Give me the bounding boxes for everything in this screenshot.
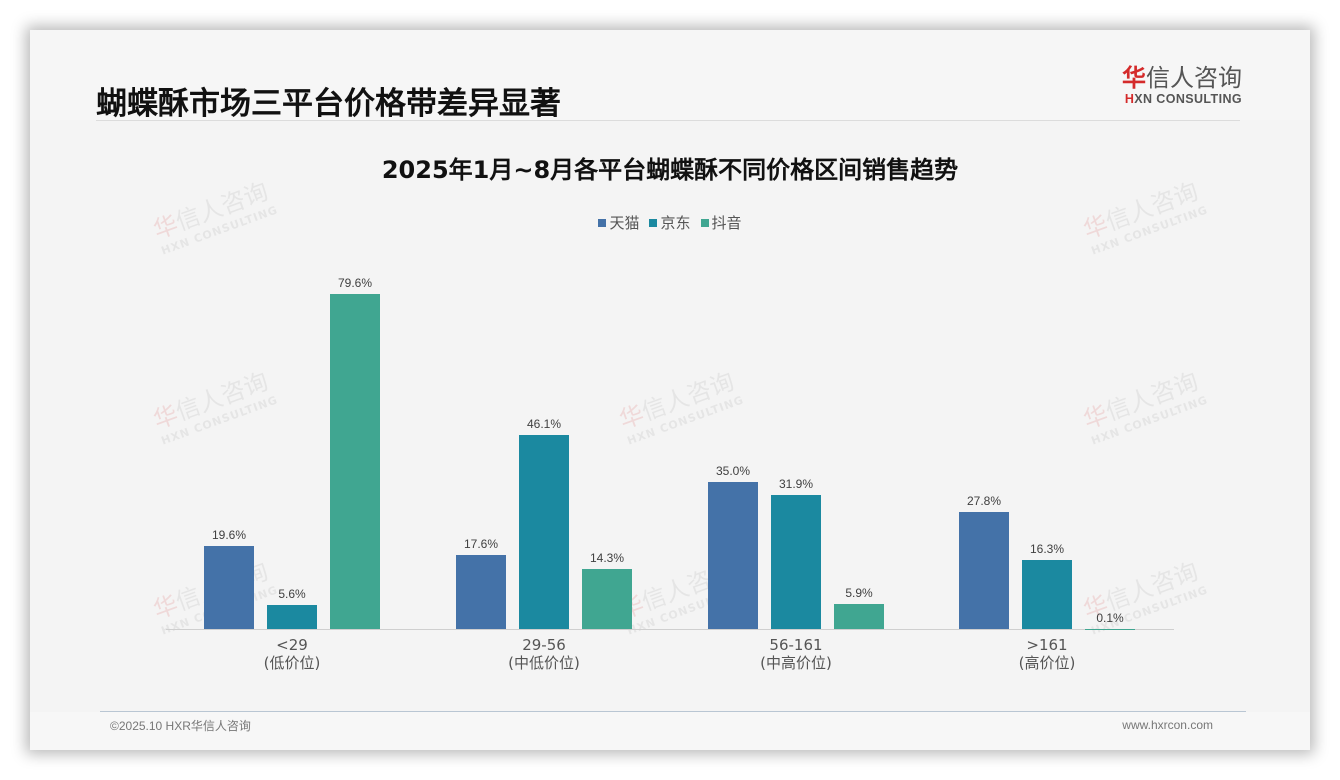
x-axis-category-label: <29 (低价位) [192,636,392,672]
category-tier: (中低价位) [508,654,580,672]
slide: 蝴蝶酥市场三平台价格带差异显著 华信人咨询 HXN CONSULTING 华信人… [30,30,1310,750]
data-label: 5.6% [278,587,306,602]
legend-swatch-icon [700,218,709,227]
logo-cn: 华信人咨询 [1112,64,1242,92]
footer-divider [100,711,1246,712]
footer-copyright: ©2025.10 HXR华信人咨询 [110,719,251,733]
data-label: 17.6% [463,536,499,551]
x-axis-category-label: 56-161 (中高价位) [696,636,896,672]
data-label: 16.3% [1029,542,1065,557]
logo-cn-rest: 信人咨询 [1146,64,1242,92]
legend-swatch-icon [598,218,607,227]
bar[interactable] [708,481,758,629]
category-tier: (高价位) [1018,654,1076,672]
legend-label: 天猫 [609,214,640,232]
data-label: 19.6% [211,528,247,543]
data-label: 5.9% [845,586,873,601]
data-label: 79.6% [337,275,373,290]
category-tier: (低价位) [263,654,321,672]
data-label: 46.1% [526,416,562,431]
footer-band [30,712,1310,750]
legend-item[interactable]: 天猫 [598,212,639,233]
bar[interactable] [330,293,380,629]
x-axis-category-label: 29-56 (中低价位) [444,636,644,672]
chart-title: 2025年1月~8月各平台蝴蝶酥不同价格区间销售趋势 [381,156,959,184]
logo-cn-first: 华 [1122,64,1146,92]
category-range: >161 [1026,636,1068,654]
x-axis-category-label: >161 (高价位) [947,636,1147,672]
data-label: 0.1% [1096,610,1124,625]
title-divider [96,120,1240,121]
data-label: 35.0% [715,463,751,478]
legend-swatch-icon [649,218,658,227]
chart-legend: 天猫 京东 抖音 [30,212,1310,233]
footer-website[interactable]: www.hxrcon.com [1122,718,1213,732]
bar[interactable] [204,546,254,629]
legend-label: 京东 [660,214,691,232]
x-axis-line [166,629,1174,630]
bar-chart-plot: 19.6% 5.6% 79.6% 17.6% 46.1% 14.3% 35.0% 31.9% 5… [166,260,1174,630]
bar[interactable] [267,605,317,629]
data-label: 27.8% [966,493,1002,508]
category-range: 56-161 [769,636,823,654]
company-logo: 华信人咨询 HXN CONSULTING [1112,64,1242,106]
category-range: <29 [276,636,308,654]
logo-en-first: H [1124,92,1135,106]
category-range: 29-56 [522,636,566,654]
logo-en: HXN CONSULTING [1112,92,1242,106]
header-band [30,30,1310,120]
logo-en-rest: XN CONSULTING [1134,92,1242,106]
bar[interactable] [582,568,632,629]
bar[interactable] [1022,560,1072,629]
bar[interactable] [771,494,821,629]
bar[interactable] [519,434,569,629]
legend-item[interactable]: 抖音 [700,212,742,233]
category-tier: (中高价位) [760,654,832,672]
bar[interactable] [456,554,506,629]
data-label: 14.3% [589,550,625,565]
bar[interactable] [834,604,884,629]
data-label: 31.9% [778,476,814,491]
legend-label: 抖音 [711,214,742,232]
bar[interactable] [959,511,1009,629]
page-title: 蝴蝶酥市场三平台价格带差异显著 [96,86,561,122]
legend-item[interactable]: 京东 [649,212,691,233]
